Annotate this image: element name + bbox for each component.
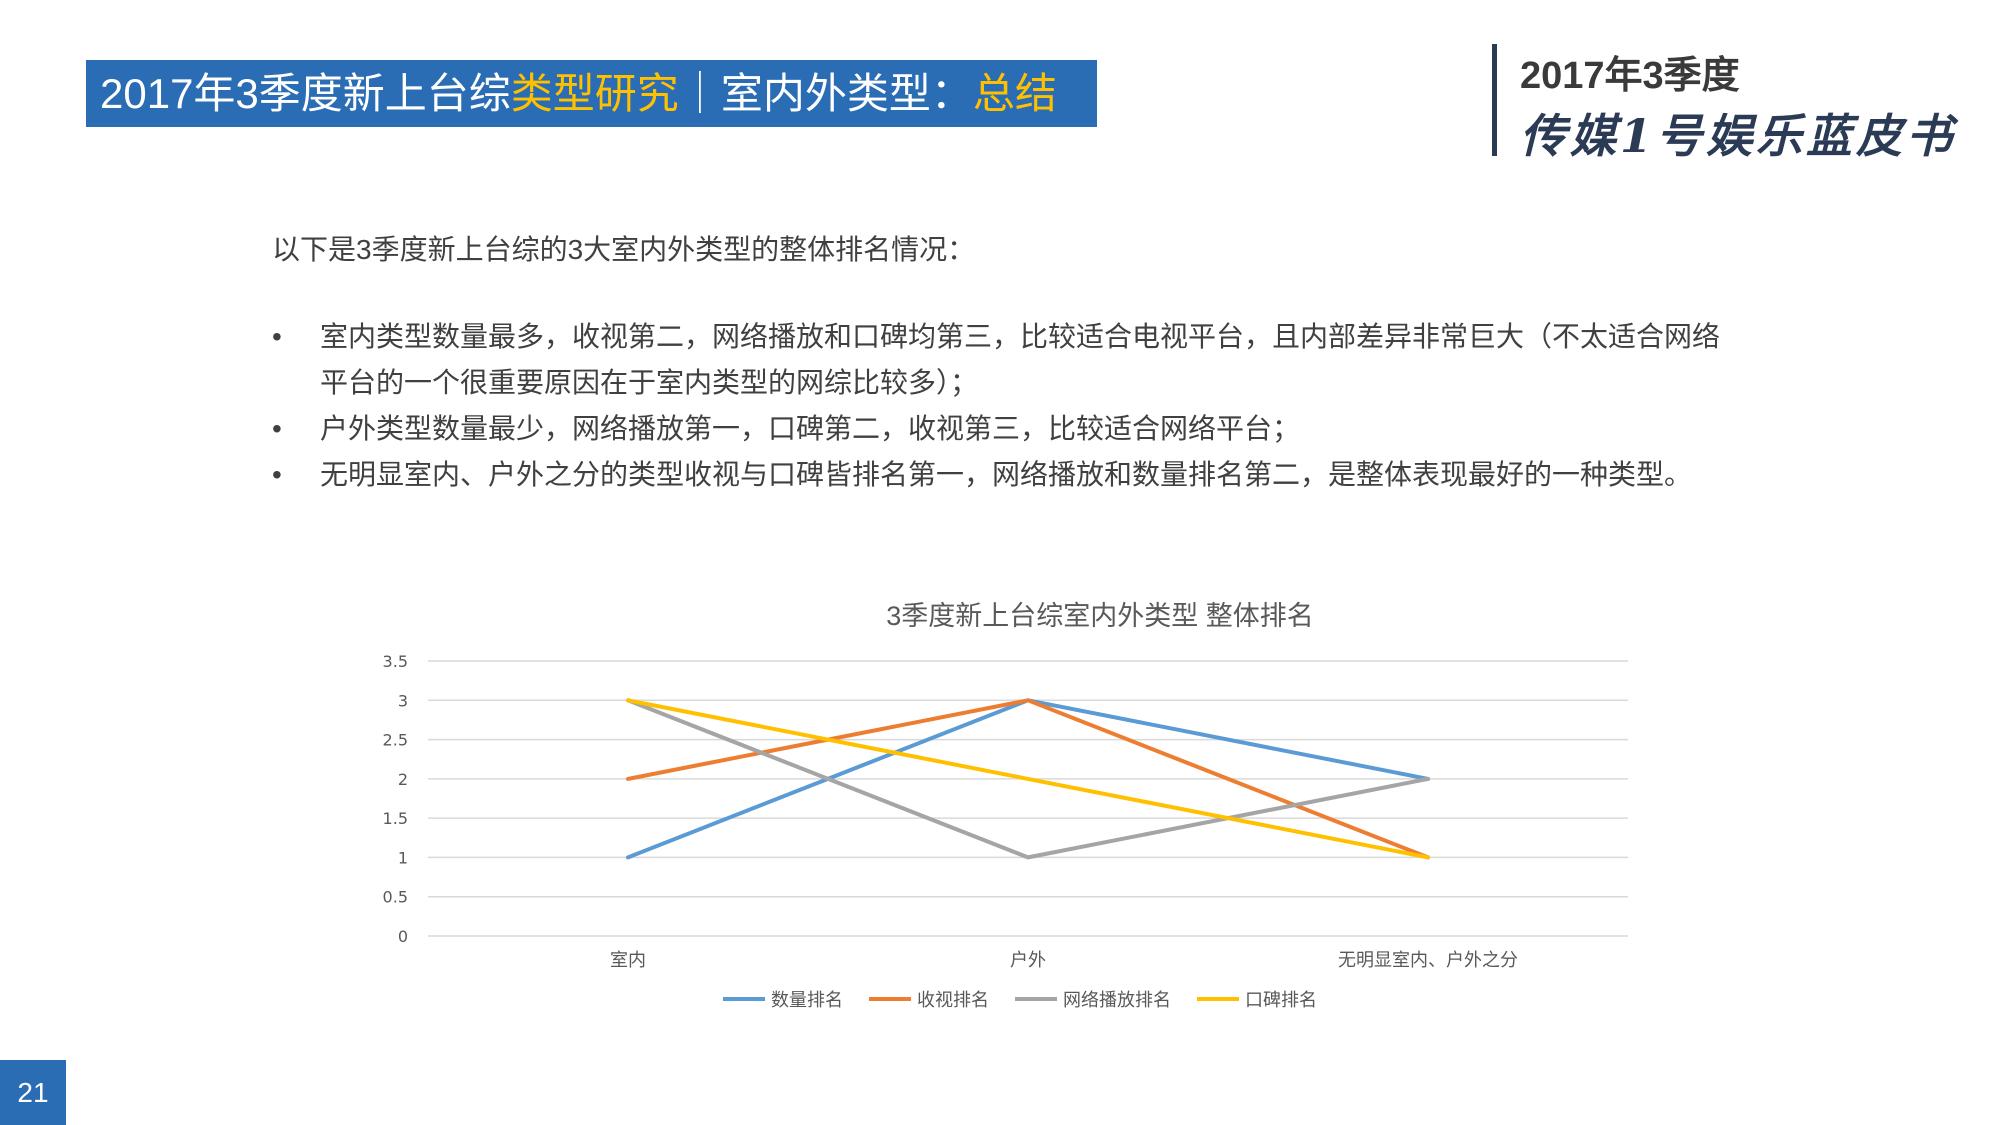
x-tick-label: 户外 <box>1010 950 1046 971</box>
page-title-part2: ｜室内外类型： <box>678 70 973 117</box>
page-title-highlight2: 总结 <box>972 70 1057 117</box>
summary-bullet: • 户外类型数量最少，网络播放第一，口碑第二，收视第三，比较适合网络平台； <box>272 406 1732 452</box>
summary-bullet: • 无明显室内、户外之分的类型收视与口碑皆排名第一，网络播放和数量排名第二，是整体… <box>272 452 1732 498</box>
page-title-bar: 2017年3季度新上台综类型研究｜室内外类型：总结 <box>86 60 1097 127</box>
legend-item: 数量排名 <box>723 986 843 1012</box>
x-tick-label: 室内 <box>610 950 646 971</box>
y-tick-label: 3 <box>398 691 408 710</box>
bullet-text: 户外类型数量最少，网络播放第一，口碑第二，收视第三，比较适合网络平台； <box>320 413 1301 444</box>
bullet-marker: • <box>272 413 282 444</box>
bullet-marker: • <box>272 459 282 490</box>
bullet-text: 无明显室内、户外之分的类型收视与口碑皆排名第一，网络播放和数量排名第二，是整体表… <box>320 459 1693 490</box>
summary-bullet-list: • 室内类型数量最多，收视第二，网络播放和口碑均第三，比较适合电视平台，且内部差异… <box>272 314 1732 498</box>
brand-divider <box>1492 44 1497 156</box>
bullet-text: 室内类型数量最多，收视第二，网络播放和口碑均第三，比较适合电视平台，且内部差异非… <box>320 321 1721 398</box>
y-tick-label: 3.5 <box>383 652 408 671</box>
legend-label: 收视排名 <box>917 990 989 1011</box>
y-tick-label: 1 <box>398 848 408 867</box>
legend-item: 口碑排名 <box>1197 986 1317 1012</box>
intro-text: 以下是3季度新上台综的3大室内外类型的整体排名情况： <box>272 234 976 265</box>
page-title-part1: 2017年3季度新上台综 <box>100 70 511 117</box>
y-tick-label: 2 <box>398 770 408 789</box>
series-line <box>626 698 1430 860</box>
legend-swatch <box>869 997 911 1001</box>
brand-year: 2017年3季度 <box>1520 55 1740 97</box>
y-tick-label: 0.5 <box>383 888 408 907</box>
page-number: 21 <box>0 1060 66 1125</box>
chart-title: 3季度新上台综室内外类型 整体排名 <box>886 601 1314 631</box>
legend-label: 网络播放排名 <box>1063 990 1171 1011</box>
x-tick-label: 无明显室内、户外之分 <box>1338 950 1518 971</box>
page-title-highlight1: 类型研究 <box>510 70 679 117</box>
y-tick-label: 1.5 <box>383 809 408 828</box>
series-line <box>626 698 1430 860</box>
brand-logo-text: 传媒1号娱乐蓝皮书 <box>1520 109 1957 163</box>
legend-swatch <box>1197 997 1239 1001</box>
legend-label: 数量排名 <box>771 990 843 1011</box>
chart-legend: 数量排名 收视排名 网络播放排名 口碑排名 <box>700 984 1340 1014</box>
legend-item: 网络播放排名 <box>1015 986 1171 1012</box>
summary-bullet: • 室内类型数量最多，收视第二，网络播放和口碑均第三，比较适合电视平台，且内部差异… <box>272 314 1732 406</box>
series-line <box>626 698 1430 860</box>
series-line <box>626 698 1430 860</box>
y-tick-label: 2.5 <box>383 731 408 750</box>
legend-label: 口碑排名 <box>1245 990 1317 1011</box>
y-tick-label: 0 <box>398 927 408 946</box>
legend-swatch <box>1015 997 1057 1001</box>
legend-item: 收视排名 <box>869 986 989 1012</box>
bullet-marker: • <box>272 321 282 352</box>
legend-swatch <box>723 997 765 1001</box>
